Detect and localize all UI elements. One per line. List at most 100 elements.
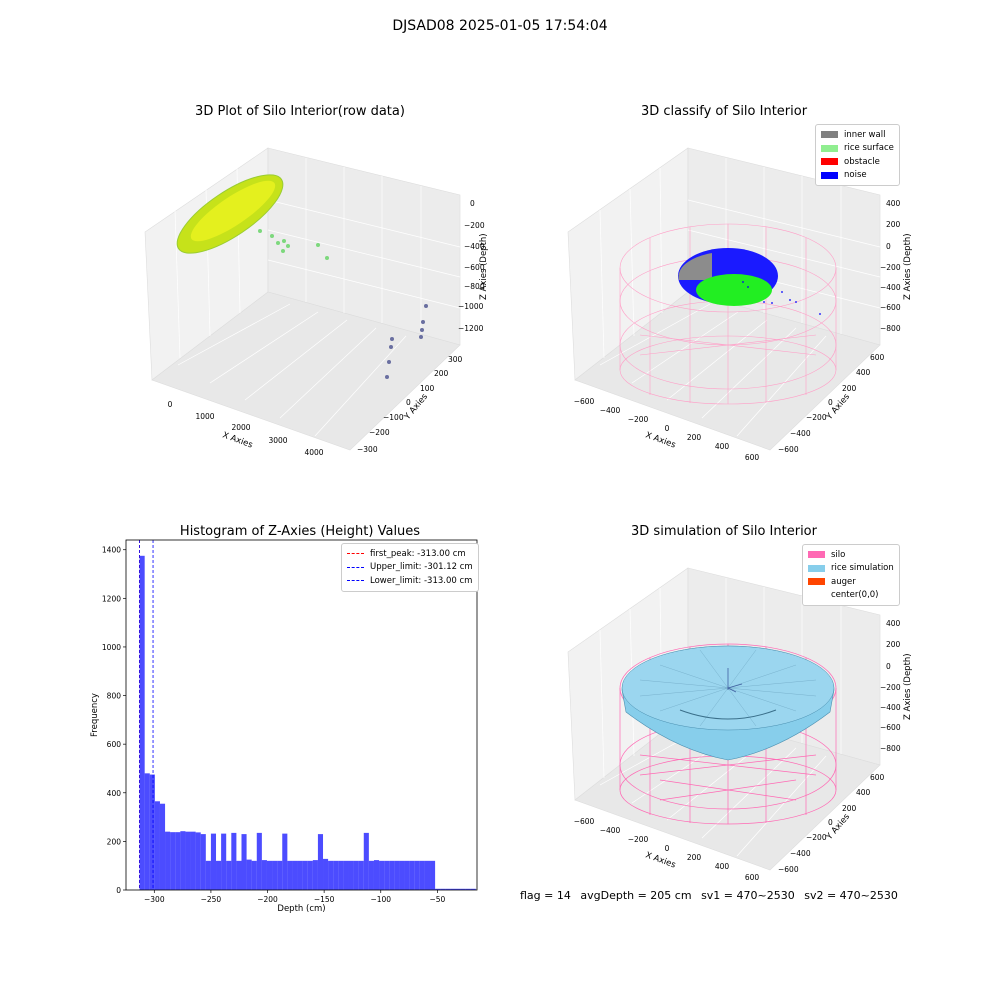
simulation-ytick: 0 xyxy=(828,818,833,827)
histogram-ytick-label: 1400 xyxy=(102,546,121,555)
simulation-xtick: 400 xyxy=(715,862,730,871)
histogram-bar xyxy=(435,888,441,890)
simulation-xtick: −400 xyxy=(600,826,621,835)
classify-ztick: −600 xyxy=(880,303,901,312)
raw-scatter-green xyxy=(258,229,329,260)
histogram-bar xyxy=(251,860,257,890)
histogram-bar xyxy=(261,860,267,890)
histogram-bar xyxy=(205,860,211,890)
histogram-bar xyxy=(348,860,354,890)
simulation-z-ticks: 400 200 0 −200 −400 −600 −800 xyxy=(880,619,901,753)
avg-depth-text: avgDepth = 205 cm xyxy=(580,889,692,902)
raw-xtick: 1000 xyxy=(195,412,214,421)
histogram-bar xyxy=(317,834,324,890)
simulation-ztick: 400 xyxy=(886,619,901,628)
histogram-bar xyxy=(379,860,385,890)
legend-item: obstacle xyxy=(821,155,894,169)
histogram-bar xyxy=(455,888,461,890)
simulation-y-ticks: 600 400 200 0 −200 −400 −600 xyxy=(778,773,885,874)
legend-item: auger xyxy=(808,575,894,589)
raw-ztick: −600 xyxy=(464,263,485,272)
raw-ytick: −100 xyxy=(383,413,404,422)
histogram-bar xyxy=(256,832,262,890)
histogram-legend: first_peak: -313.00 cm Upper_limit: -301… xyxy=(341,543,479,592)
legend-label: Upper_limit: -301.12 cm xyxy=(370,562,473,573)
legend-swatch-obstacle xyxy=(821,158,838,166)
legend-label: auger xyxy=(831,576,856,587)
raw-plot-title: 3D Plot of Silo Interior(row data) xyxy=(195,104,405,119)
classify-legend: inner wall rice surface obstacle noise xyxy=(815,124,900,186)
histogram-bar xyxy=(307,860,313,890)
raw-scatter-purple xyxy=(385,304,428,379)
histogram-bar xyxy=(175,832,181,890)
histogram-bar xyxy=(302,860,308,890)
histogram-bar xyxy=(404,860,410,890)
legend-line-first-peak xyxy=(347,553,364,555)
legend-swatch-silo xyxy=(808,551,825,559)
simulation-xtick: −200 xyxy=(628,835,649,844)
histogram-bar xyxy=(440,888,446,890)
histogram-ytick-label: 1000 xyxy=(102,643,121,652)
histogram-bar xyxy=(195,832,201,890)
histogram-xtick-label: −250 xyxy=(201,895,222,904)
classify-xtick: 0 xyxy=(665,424,670,433)
simulation-auger xyxy=(727,668,743,693)
simulation-3d-plot: −600 −400 −200 0 200 400 600 X Axies 600… xyxy=(567,567,913,882)
histogram-bar xyxy=(282,833,288,890)
histogram-bar xyxy=(221,833,227,890)
raw-ztick: −400 xyxy=(464,242,485,251)
status-footer: flag = 14 avgDepth = 205 cm sv1 = 470~25… xyxy=(520,889,904,902)
histogram-ytick-label: 800 xyxy=(107,692,122,701)
classify-ytick: 0 xyxy=(828,398,833,407)
histogram-ytick-label: 0 xyxy=(116,886,121,895)
raw-xtick: 3000 xyxy=(268,436,287,445)
sv2-text: sv2 = 470~2530 xyxy=(804,889,898,902)
histogram-xtick-label: −200 xyxy=(257,895,278,904)
simulation-rice-contour xyxy=(679,709,777,720)
legend-label: noise xyxy=(844,170,867,181)
raw-ytick: 300 xyxy=(448,355,463,364)
legend-item: rice simulation xyxy=(808,562,894,576)
histogram-bar xyxy=(338,860,344,890)
histogram-bar xyxy=(333,860,339,890)
histogram-bar xyxy=(450,888,456,890)
histogram-ytick-label: 1200 xyxy=(102,594,121,603)
simulation-xtick: 600 xyxy=(745,873,760,882)
histogram-bar xyxy=(470,888,476,890)
legend-item: Upper_limit: -301.12 cm xyxy=(347,561,473,575)
simulation-xtick: 0 xyxy=(665,844,670,853)
histogram-bar xyxy=(149,774,155,890)
histogram-bar xyxy=(241,834,247,890)
histogram-bar xyxy=(312,860,318,890)
legend-item: silo xyxy=(808,548,894,562)
histogram-bar xyxy=(414,860,420,890)
raw-x-ticks: 0 1000 2000 3000 4000 xyxy=(168,400,324,457)
legend-line-lower-limit xyxy=(347,580,364,582)
histogram-ytick-label: 400 xyxy=(107,789,122,798)
histogram-bar xyxy=(246,859,252,890)
classify-z-label: Z Axies (Depth) xyxy=(903,233,913,300)
flag-text: flag = 14 xyxy=(520,889,571,902)
simulation-x-label: X Axies xyxy=(644,850,677,870)
classify-y-label: Y Axies xyxy=(824,392,852,423)
raw-y-ticks: 300 200 100 0 −100 −200 −300 xyxy=(357,355,463,454)
simulation-ztick: −200 xyxy=(880,683,901,692)
classify-ytick: −400 xyxy=(790,429,811,438)
classify-ytick: 600 xyxy=(870,353,885,362)
legend-item: inner wall xyxy=(821,128,894,142)
histogram-bar xyxy=(210,833,217,890)
raw-ztick: −1000 xyxy=(458,302,484,311)
histogram-bar xyxy=(226,860,232,890)
classify-ztick: −400 xyxy=(880,283,901,292)
classify-ytick: −600 xyxy=(778,445,799,454)
legend-swatch-auger xyxy=(808,578,825,586)
histogram-bar xyxy=(358,860,364,890)
legend-swatch-inner-wall xyxy=(821,131,838,139)
raw-xtick: 2000 xyxy=(231,423,250,432)
histogram-bar xyxy=(353,860,359,890)
legend-swatch-rice-simulation xyxy=(808,564,825,572)
raw-ztick: −800 xyxy=(464,282,485,291)
histogram-bar xyxy=(394,860,400,890)
classify-ytick: −200 xyxy=(806,413,827,422)
classify-x-label: X Axies xyxy=(644,430,677,450)
